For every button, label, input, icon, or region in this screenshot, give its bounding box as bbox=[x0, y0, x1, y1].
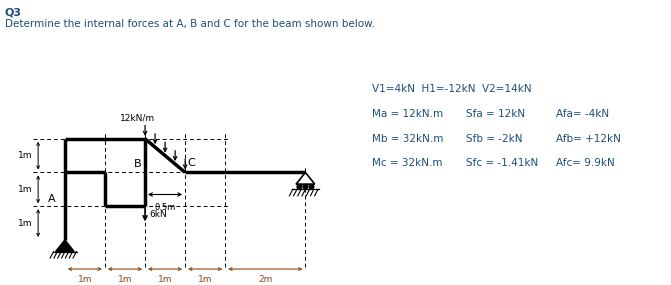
Text: Sfc = -1.41kN: Sfc = -1.41kN bbox=[466, 158, 538, 168]
Text: Afb= +12kN: Afb= +12kN bbox=[556, 134, 621, 144]
Text: 1m: 1m bbox=[117, 275, 132, 284]
Text: A: A bbox=[48, 194, 55, 203]
Text: 1m: 1m bbox=[198, 275, 213, 284]
Text: Afc= 9.9kN: Afc= 9.9kN bbox=[556, 158, 615, 168]
Text: 2m: 2m bbox=[258, 275, 272, 284]
Polygon shape bbox=[296, 172, 315, 184]
Text: Determine the internal forces at A, B and C for the beam shown below.: Determine the internal forces at A, B an… bbox=[5, 19, 374, 29]
Text: 0.5m: 0.5m bbox=[154, 203, 176, 212]
Text: 12kN/m: 12kN/m bbox=[119, 114, 154, 123]
Text: C: C bbox=[187, 158, 195, 168]
Text: V1=4kN  H1=-12kN  V2=14kN: V1=4kN H1=-12kN V2=14kN bbox=[372, 84, 532, 94]
Text: Sfb = -2kN: Sfb = -2kN bbox=[466, 134, 522, 144]
Text: Q3: Q3 bbox=[5, 8, 21, 18]
Text: Mc = 32kN.m: Mc = 32kN.m bbox=[372, 158, 443, 168]
Polygon shape bbox=[56, 240, 74, 252]
Text: 1m: 1m bbox=[78, 275, 92, 284]
Text: Ma = 12kN.m: Ma = 12kN.m bbox=[372, 109, 444, 119]
Text: 1m: 1m bbox=[158, 275, 172, 284]
Text: 1m: 1m bbox=[18, 151, 33, 160]
Text: Mb = 32kN.m: Mb = 32kN.m bbox=[372, 134, 444, 144]
Circle shape bbox=[303, 184, 308, 189]
Text: Afa= -4kN: Afa= -4kN bbox=[556, 109, 609, 119]
Circle shape bbox=[309, 184, 314, 189]
Text: 6kN: 6kN bbox=[149, 210, 167, 219]
Text: 1m: 1m bbox=[18, 185, 33, 194]
Text: Sfa = 12kN: Sfa = 12kN bbox=[466, 109, 525, 119]
Text: B: B bbox=[134, 159, 141, 169]
Text: 1m: 1m bbox=[18, 219, 33, 227]
Circle shape bbox=[297, 184, 302, 189]
